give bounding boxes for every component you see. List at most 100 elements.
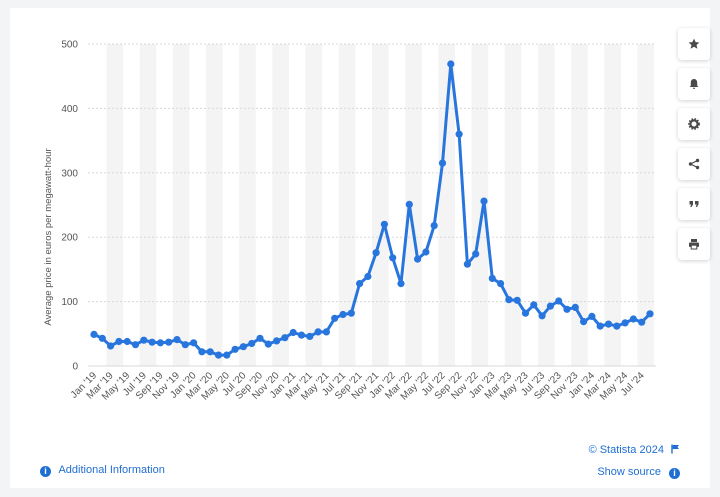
notification-button[interactable] bbox=[678, 68, 710, 100]
data-point[interactable] bbox=[198, 348, 206, 356]
favorite-button[interactable] bbox=[678, 28, 710, 60]
data-point[interactable] bbox=[530, 301, 538, 309]
data-point[interactable] bbox=[372, 249, 380, 257]
data-point[interactable] bbox=[347, 309, 355, 317]
data-point[interactable] bbox=[314, 328, 322, 336]
chart-card: 0 100 200 300 400 500 Average price in euros … bbox=[10, 8, 710, 488]
data-point[interactable] bbox=[397, 280, 405, 288]
data-point[interactable] bbox=[555, 297, 563, 305]
data-point[interactable] bbox=[505, 296, 513, 304]
data-point[interactable] bbox=[289, 328, 297, 337]
data-point[interactable] bbox=[273, 337, 281, 345]
data-point[interactable] bbox=[322, 328, 330, 336]
data-point[interactable] bbox=[173, 336, 181, 344]
plot-band bbox=[372, 44, 389, 366]
data-point[interactable] bbox=[239, 343, 247, 351]
data-point[interactable] bbox=[389, 254, 397, 262]
data-point[interactable] bbox=[571, 303, 579, 311]
y-tick-label: 400 bbox=[61, 104, 78, 115]
data-point[interactable] bbox=[538, 312, 546, 320]
data-point[interactable] bbox=[156, 339, 164, 347]
plot-band bbox=[504, 44, 522, 366]
plot-band bbox=[239, 44, 256, 366]
data-point[interactable] bbox=[380, 220, 388, 228]
copyright-link[interactable]: © Statista 2024 bbox=[589, 444, 680, 456]
data-point[interactable] bbox=[621, 319, 629, 327]
data-point[interactable] bbox=[596, 322, 604, 330]
info-icon: i bbox=[40, 466, 51, 477]
y-tick-label: 200 bbox=[61, 233, 78, 244]
data-point[interactable] bbox=[430, 222, 438, 230]
data-point[interactable] bbox=[123, 337, 131, 346]
data-point[interactable] bbox=[248, 339, 256, 348]
data-point[interactable] bbox=[546, 302, 555, 310]
data-point[interactable] bbox=[604, 320, 613, 328]
plot-band bbox=[206, 44, 223, 366]
data-point[interactable] bbox=[214, 351, 223, 359]
data-point[interactable] bbox=[447, 60, 455, 68]
y-tick-label: 300 bbox=[61, 168, 78, 179]
data-point[interactable] bbox=[463, 260, 471, 268]
y-tick-label: 500 bbox=[61, 40, 78, 51]
data-point[interactable] bbox=[580, 318, 588, 326]
share-button[interactable] bbox=[678, 148, 710, 180]
data-point[interactable] bbox=[98, 334, 106, 342]
plot-bands bbox=[106, 44, 655, 366]
plot-band bbox=[438, 44, 455, 366]
data-point[interactable] bbox=[206, 348, 214, 356]
data-point[interactable] bbox=[281, 334, 289, 342]
additional-information-link[interactable]: i Additional Information bbox=[40, 464, 165, 477]
additional-information-text: Additional Information bbox=[58, 464, 165, 476]
plot-band bbox=[338, 44, 356, 366]
line-chart: 0 100 200 300 400 500 Average price in euros … bbox=[43, 40, 656, 403]
data-point[interactable] bbox=[364, 272, 372, 281]
plot-band bbox=[172, 44, 190, 366]
data-point[interactable] bbox=[497, 280, 505, 288]
data-point[interactable] bbox=[472, 250, 480, 258]
data-point[interactable] bbox=[256, 334, 264, 342]
data-point[interactable] bbox=[131, 341, 140, 349]
data-point[interactable] bbox=[90, 330, 98, 338]
data-point[interactable] bbox=[231, 345, 239, 353]
grid-lines bbox=[88, 43, 656, 367]
data-point[interactable] bbox=[613, 322, 621, 330]
data-point[interactable] bbox=[646, 310, 654, 318]
data-point[interactable] bbox=[405, 200, 413, 208]
data-point[interactable] bbox=[148, 338, 156, 346]
data-point[interactable] bbox=[521, 309, 530, 317]
data-point[interactable] bbox=[297, 331, 306, 339]
data-point[interactable] bbox=[629, 315, 638, 323]
plot-band bbox=[305, 44, 323, 366]
cite-button[interactable] bbox=[678, 188, 710, 220]
data-point[interactable] bbox=[140, 336, 148, 344]
data-point[interactable] bbox=[438, 159, 447, 167]
data-point[interactable] bbox=[107, 342, 115, 350]
data-point[interactable] bbox=[115, 337, 123, 346]
data-point[interactable] bbox=[223, 351, 231, 359]
show-source-link[interactable]: Show source i bbox=[597, 466, 680, 479]
data-point[interactable] bbox=[563, 305, 571, 313]
data-point[interactable] bbox=[331, 314, 339, 322]
data-point[interactable] bbox=[588, 312, 596, 320]
plot-band bbox=[272, 44, 290, 366]
data-point[interactable] bbox=[414, 255, 422, 263]
print-button[interactable] bbox=[678, 228, 710, 260]
data-point[interactable] bbox=[190, 339, 198, 347]
data-point[interactable] bbox=[488, 274, 496, 282]
data-point[interactable] bbox=[513, 296, 521, 304]
settings-button[interactable] bbox=[678, 108, 710, 140]
data-point[interactable] bbox=[264, 340, 272, 348]
data-point[interactable] bbox=[165, 338, 173, 346]
data-point[interactable] bbox=[422, 248, 430, 256]
data-point[interactable] bbox=[455, 130, 463, 138]
data-point[interactable] bbox=[339, 310, 347, 319]
data-point[interactable] bbox=[480, 197, 488, 205]
data-point[interactable] bbox=[638, 318, 646, 326]
data-point[interactable] bbox=[306, 332, 314, 340]
y-axis-label: Average price in euros per megawatt-hour bbox=[43, 148, 54, 325]
plot-band bbox=[537, 44, 555, 366]
data-point[interactable] bbox=[181, 341, 189, 349]
share-icon bbox=[688, 158, 700, 170]
data-point[interactable] bbox=[356, 280, 364, 288]
